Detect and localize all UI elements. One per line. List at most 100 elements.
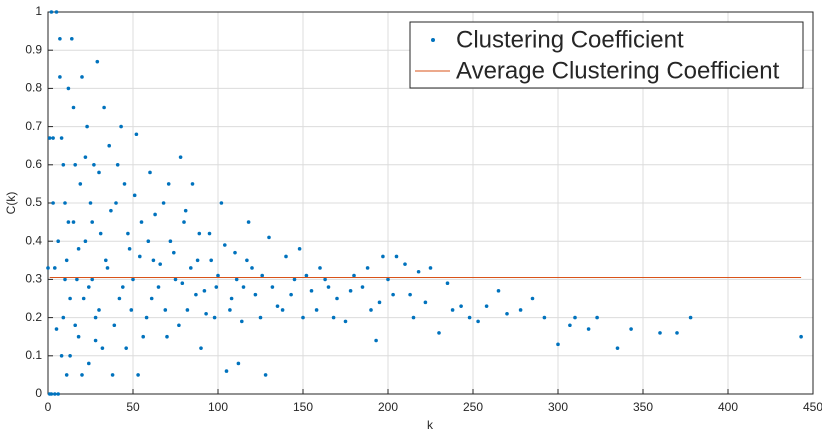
point (93, 315, 98, 320)
point (229, 296, 234, 301)
point (68, 296, 72, 301)
point (180, 281, 185, 286)
y-tick-label: 0 (35, 386, 42, 400)
point (88, 201, 93, 205)
point (518, 308, 523, 312)
point (104, 258, 108, 263)
point (194, 292, 198, 297)
point (178, 155, 183, 159)
point (219, 201, 224, 205)
y-tick-label: 0.8 (25, 81, 42, 95)
point (391, 292, 395, 297)
point (568, 323, 572, 328)
y-tick-label: 0.6 (25, 157, 42, 171)
point (51, 201, 55, 205)
point (416, 269, 421, 274)
point (688, 315, 693, 320)
point (275, 304, 280, 308)
point (66, 86, 71, 91)
point (381, 254, 385, 259)
point (304, 273, 309, 278)
point (459, 304, 463, 308)
point (189, 266, 193, 270)
point (204, 311, 208, 316)
point (53, 266, 57, 270)
point (314, 308, 319, 312)
point (301, 315, 305, 320)
y-tick-label: 1 (35, 4, 42, 18)
point (289, 292, 293, 297)
x-axis-label: k (427, 418, 434, 432)
point (172, 250, 176, 255)
point (323, 277, 327, 282)
point (241, 285, 246, 289)
point (263, 373, 268, 377)
y-tick-label: 0.7 (25, 119, 42, 133)
point (73, 323, 77, 328)
y-tick-label: 0.9 (25, 42, 42, 56)
point (297, 247, 302, 251)
point (121, 285, 125, 289)
point (185, 308, 190, 312)
point (408, 292, 412, 297)
point (136, 373, 140, 377)
point (149, 296, 154, 301)
point (377, 300, 382, 305)
point (47, 392, 52, 396)
point (58, 75, 62, 79)
point (98, 231, 103, 236)
point (63, 277, 67, 282)
point (267, 235, 271, 240)
point (92, 163, 96, 167)
point (63, 201, 67, 205)
point (68, 354, 72, 358)
point (280, 308, 285, 312)
point (161, 201, 166, 205)
point (365, 266, 370, 270)
point (107, 143, 111, 148)
point (394, 254, 399, 259)
point (114, 201, 118, 205)
y-tick-label: 0.3 (25, 272, 42, 286)
point (240, 319, 244, 324)
y-axis-label: C(k) (4, 192, 18, 215)
point (71, 105, 76, 110)
point (56, 392, 60, 396)
point (80, 373, 84, 377)
point (61, 163, 66, 167)
point (195, 258, 200, 263)
x-tick-label: 450 (803, 400, 822, 414)
x-tick-label: 350 (633, 400, 653, 414)
point (97, 308, 101, 312)
point (83, 239, 88, 243)
x-tick-label: 50 (126, 400, 140, 414)
point (428, 266, 433, 270)
point (58, 36, 62, 41)
point (115, 163, 120, 167)
point (190, 182, 195, 186)
point (87, 361, 91, 366)
point (112, 323, 117, 328)
point (799, 334, 803, 339)
point (207, 231, 212, 236)
point (163, 308, 168, 312)
point (90, 220, 94, 224)
point (166, 182, 171, 186)
point (122, 182, 127, 186)
point (165, 334, 169, 339)
point (386, 277, 390, 282)
point (110, 373, 115, 377)
point (129, 308, 134, 312)
point (197, 231, 202, 236)
point (675, 331, 679, 335)
point (46, 266, 50, 270)
point (183, 208, 188, 213)
x-tick-label: 400 (718, 400, 738, 414)
point (141, 334, 145, 339)
point (71, 220, 76, 224)
point (216, 273, 220, 278)
point (81, 296, 86, 301)
y-tick-label: 0.2 (25, 310, 42, 324)
point (360, 285, 365, 289)
point (615, 346, 620, 350)
